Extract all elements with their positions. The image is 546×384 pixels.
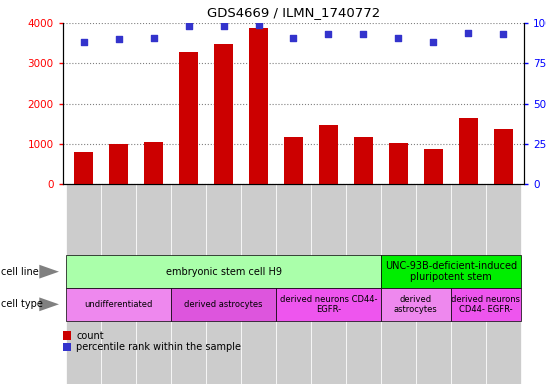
Bar	[346, 184, 381, 384]
Text: embryonic stem cell H9: embryonic stem cell H9	[165, 266, 282, 277]
Polygon shape	[39, 265, 59, 279]
Text: derived neurons
CD44- EGFR-: derived neurons CD44- EGFR-	[451, 295, 520, 314]
Bar	[66, 255, 381, 288]
Text: derived
astrocytes: derived astrocytes	[394, 295, 438, 314]
Bar	[284, 137, 303, 184]
Text: derived neurons CD44-
EGFR-: derived neurons CD44- EGFR-	[280, 295, 377, 314]
Point	[359, 31, 368, 37]
Bar	[416, 184, 451, 384]
Point	[79, 39, 88, 45]
Bar	[144, 142, 163, 184]
Bar	[354, 137, 373, 184]
Text: cell line: cell line	[1, 266, 38, 277]
Bar	[214, 44, 233, 184]
Title: GDS4669 / ILMN_1740772: GDS4669 / ILMN_1740772	[207, 6, 380, 19]
Point	[394, 35, 403, 41]
Bar	[206, 184, 241, 384]
Text: UNC-93B-deficient-induced
pluripotent stem: UNC-93B-deficient-induced pluripotent st…	[385, 261, 517, 283]
Bar	[63, 343, 71, 351]
Bar	[109, 144, 128, 184]
Bar	[66, 184, 101, 384]
Bar	[241, 184, 276, 384]
Bar	[66, 288, 171, 321]
Point	[289, 35, 298, 41]
Point	[324, 31, 333, 37]
Bar	[451, 184, 486, 384]
Point	[114, 36, 123, 42]
Bar	[424, 149, 443, 184]
Point	[429, 39, 438, 45]
Point	[184, 23, 193, 29]
Point	[464, 30, 473, 36]
Bar	[311, 184, 346, 384]
Text: count: count	[76, 331, 104, 341]
Point	[149, 35, 158, 41]
Bar	[276, 288, 381, 321]
Bar	[179, 53, 198, 184]
Bar	[136, 184, 171, 384]
Bar	[276, 184, 311, 384]
Point	[219, 23, 228, 29]
Text: cell type: cell type	[1, 299, 43, 310]
Bar	[171, 184, 206, 384]
Text: percentile rank within the sample: percentile rank within the sample	[76, 342, 241, 352]
Text: derived astrocytes: derived astrocytes	[185, 300, 263, 309]
Bar	[389, 143, 408, 184]
Bar	[101, 184, 136, 384]
Point	[254, 22, 263, 28]
Bar	[74, 152, 93, 184]
Bar	[63, 331, 71, 340]
Bar	[249, 28, 268, 184]
Bar	[381, 184, 416, 384]
Bar	[381, 288, 451, 321]
Text: undifferentiated: undifferentiated	[85, 300, 153, 309]
Bar	[494, 129, 513, 184]
Bar	[381, 255, 521, 288]
Bar	[451, 288, 521, 321]
Bar	[319, 126, 338, 184]
Point	[499, 31, 508, 37]
Polygon shape	[39, 298, 59, 311]
Bar	[171, 288, 276, 321]
Bar	[486, 184, 521, 384]
Bar	[459, 118, 478, 184]
